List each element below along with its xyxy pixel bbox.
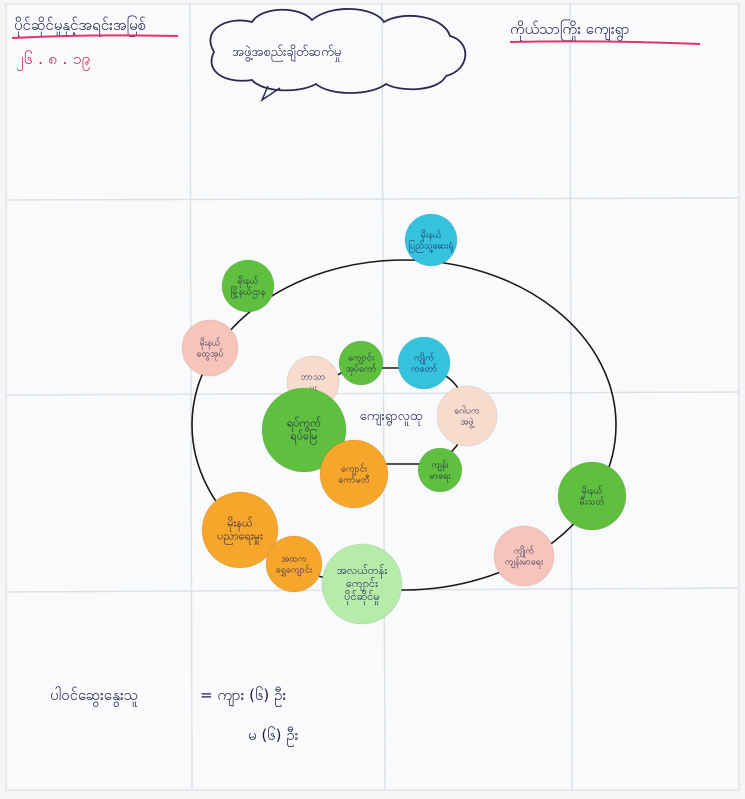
top-left-title: ပိုင်ဆိုင်မှုနှင့်အရင်းအမြစ် [14, 15, 146, 37]
node-circle-1 [404, 213, 458, 267]
node-label-4: ဘာသာမှူး [301, 373, 326, 395]
node-circle-3 [181, 319, 239, 377]
node-label-3: မိုးနယ်ထွေအုပ် [197, 338, 224, 361]
node-circle-6 [397, 336, 451, 390]
node-group: မိုးနယ်ပြည်သူ့ဆေးရုံမိုးနယ်မြို့နယ်ဌာနမိ… [181, 213, 627, 625]
node-label-5: ကျောင်းအုပ်ကော် [346, 353, 377, 376]
node-label-12: မိုးနယ်ပညာရေးမှူး [217, 517, 263, 545]
node-circle-10 [417, 447, 463, 493]
node-circle-13 [493, 525, 555, 587]
node-circle-5 [338, 340, 384, 386]
footer-female-count: မ (၆) ဦး [248, 726, 299, 747]
node-label-11: မိုးနယ်မီးသတ် [580, 486, 605, 508]
node-label-10: ကျန်းမာရေး [429, 460, 451, 483]
cloud-tail [260, 85, 281, 103]
node-circle-2 [221, 259, 275, 313]
center-label: ကျေးရွာလူထု [360, 409, 423, 426]
footer-participants-label: ပါဝင်ဆွေးနွေးသူ [50, 686, 138, 707]
outer-circle [191, 259, 617, 591]
node-circle-8 [436, 385, 498, 447]
node-circle-9 [319, 439, 389, 509]
footer-male-count: = ကျား (၆) ဦး [200, 686, 286, 707]
node-circle-15 [321, 543, 403, 625]
title-underline [11, 34, 179, 39]
node-label-8: ဂေါပကအဖွဲ့ [454, 406, 480, 429]
top-right-title: ကိုယ်သာကြိုး ကျေးရွာ [510, 19, 629, 41]
node-label-13: ကျိုက်ကျန်းမာရေး [505, 546, 544, 569]
node-circle-11 [557, 461, 627, 531]
node-label-15: အလယ်တန်းကျောင်းပိုင်ဆိုင်မှု [337, 564, 387, 605]
node-circle-7 [261, 387, 347, 473]
speech-cloud [209, 8, 467, 94]
node-label-6: ကျိုက်ကတော် [411, 353, 438, 375]
node-label-1: မိုးနယ်ပြည်သူ့ဆေးရုံ [409, 230, 454, 253]
cloud-text: အဖွဲ့အစည်းချိတ်ဆက်မှု [232, 44, 341, 62]
node-label-9: ကျောင်းကော်မတီ [338, 464, 370, 486]
node-label-7: ရပ်ကွက်ရပ်မြေ [287, 417, 321, 445]
node-label-2: မိုးနယ်မြို့နယ်ဌာန [231, 276, 266, 299]
node-circle-12 [201, 491, 279, 569]
paper-sheet [5, 3, 740, 791]
date-label: ၂၆ . ၈ . ၁၉ [16, 49, 91, 71]
node-label-14: အထကရွှေကျောင်း [276, 555, 313, 577]
node-circle-14 [265, 535, 323, 593]
top-right-underline [509, 40, 701, 45]
